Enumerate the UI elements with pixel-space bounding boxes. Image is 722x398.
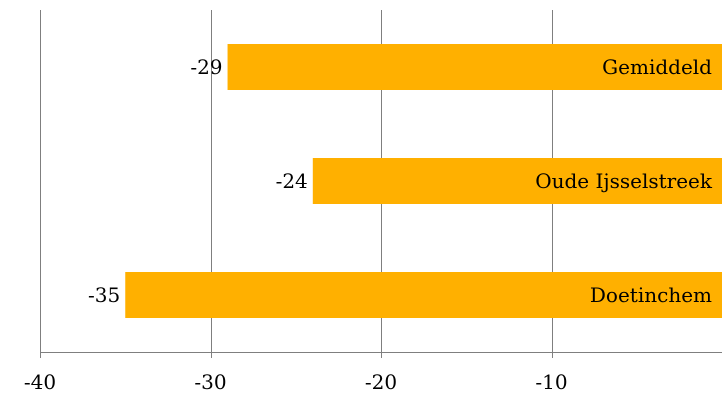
- x-tick-label: -20: [365, 370, 397, 394]
- category-label: Doetinchem: [590, 283, 712, 307]
- labels: -40 -30 -20 -10 -29 Gemiddeld -24 Oude Ijsselst…: [24, 55, 713, 394]
- bar: [125, 272, 722, 318]
- bars: [125, 44, 722, 318]
- x-tick-label: -30: [194, 370, 226, 394]
- bar: [227, 44, 722, 90]
- data-label: -29: [190, 55, 222, 79]
- x-tick-label: -40: [24, 370, 56, 394]
- category-label: Gemiddeld: [602, 55, 712, 79]
- category-label: Oude Ijsselstreek: [535, 169, 713, 193]
- data-label: -24: [276, 169, 308, 193]
- bar: [312, 158, 722, 204]
- x-tick-label: -10: [535, 370, 567, 394]
- data-label: -35: [88, 283, 120, 307]
- x-axis: [40, 352, 722, 358]
